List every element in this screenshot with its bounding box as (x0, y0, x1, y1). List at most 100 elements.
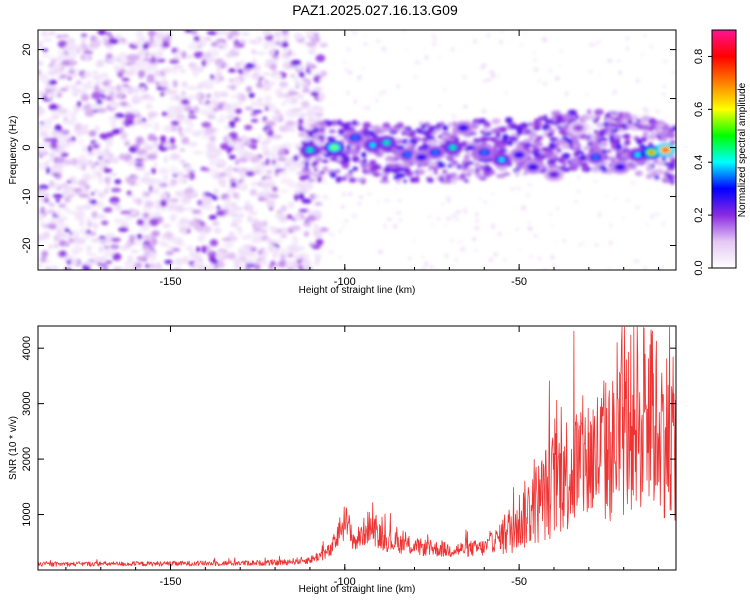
heatmap-cell (295, 82, 305, 87)
heatmap-cell (63, 116, 68, 122)
heatmap-cell (108, 38, 120, 45)
heatmap-cell (177, 117, 183, 124)
heatmap-cell (193, 218, 202, 223)
heatmap-cell (121, 83, 130, 88)
heatmap-cell (93, 84, 100, 93)
heatmap-cell (479, 65, 485, 70)
heatmap-cell (218, 172, 227, 177)
heatmap-cell (299, 40, 309, 45)
snr-frame (37, 325, 677, 571)
heatmap-cell (148, 256, 157, 262)
heatmap-cell (236, 166, 246, 171)
heatmap-cell (306, 210, 315, 215)
heatmap-cell (66, 73, 78, 78)
heatmap-cell (300, 186, 309, 194)
heatmap-cell (265, 157, 270, 166)
heatmap-cell (279, 253, 286, 261)
heatmap-cell (84, 110, 95, 117)
heatmap-cell (219, 91, 229, 98)
heatmap-feature (550, 172, 557, 177)
heatmap-cell (59, 74, 68, 79)
heatmap-cell (133, 143, 141, 148)
heatmap-cell (319, 124, 325, 130)
heatmap-cell (621, 112, 632, 119)
snr-xlabel: Height of straight line (km) (299, 584, 416, 595)
heatmap-cell (249, 188, 257, 196)
heatmap-cell (98, 176, 103, 185)
heatmap-cell (38, 234, 43, 242)
heatmap-cell (480, 141, 488, 147)
heatmap-cell (244, 266, 252, 270)
heatmap-cell (228, 154, 237, 160)
heatmap-cell (377, 249, 384, 255)
heatmap-cell (549, 68, 552, 72)
heatmap-cell (316, 155, 323, 162)
heatmap-cell (392, 224, 398, 229)
heatmap-cell (191, 209, 202, 214)
heatmap-cell (551, 152, 559, 159)
heatmap-cell (88, 130, 97, 137)
heatmap-feature (662, 148, 669, 152)
heatmap-feature (418, 155, 425, 160)
heatmap-cell (64, 228, 70, 233)
heatmap-cell (212, 220, 220, 226)
heatmap-cell (433, 129, 442, 133)
heatmap-cell (62, 234, 73, 239)
heatmap-cell (634, 137, 640, 142)
heatmap-cell (179, 159, 186, 164)
heatmap-cell (90, 199, 98, 205)
heatmap-cell (113, 218, 124, 224)
heatmap-cell (144, 200, 154, 208)
heatmap-cell (581, 163, 589, 171)
heatmap-cell (609, 223, 613, 228)
heatmap-cell (226, 85, 238, 89)
heatmap-cell (330, 232, 335, 237)
heatmap-cell (287, 201, 295, 210)
heatmap-cell (394, 187, 398, 191)
heatmap-cell (194, 224, 203, 232)
heatmap-cell (98, 159, 106, 167)
heatmap-cell (351, 120, 358, 126)
y-tick-label: 2000 (21, 447, 33, 471)
heatmap-cell (273, 31, 282, 37)
heatmap-cell (216, 158, 224, 165)
heatmap-cell (505, 117, 513, 124)
heatmap-cell (426, 176, 434, 181)
heatmap-cell (318, 251, 323, 256)
heatmap-cell (268, 40, 277, 47)
heatmap-cell (160, 41, 170, 49)
heatmap-feature (516, 152, 523, 157)
heatmap-cell (606, 121, 612, 126)
heatmap-cell (558, 128, 567, 135)
heatmap-cell (465, 161, 475, 165)
heatmap-cell (248, 92, 255, 99)
heatmap-cell (248, 245, 256, 250)
heatmap-cell (225, 31, 230, 36)
heatmap-cell (80, 33, 88, 38)
heatmap-cell (213, 90, 221, 99)
heatmap-cell (417, 61, 423, 66)
heatmap-cell (439, 176, 444, 182)
heatmap-cell (69, 210, 74, 215)
heatmap-cell (192, 70, 199, 77)
heatmap-cell (349, 147, 355, 153)
heatmap-cell (163, 231, 174, 239)
heatmap-cell (139, 60, 150, 69)
heatmap-cell (317, 104, 321, 110)
heatmap-cell (654, 212, 660, 216)
heatmap-cell (272, 186, 278, 192)
heatmap-cell (90, 192, 95, 196)
colorbar-tick-label: 0.4 (693, 155, 705, 170)
heatmap-cell (239, 60, 246, 66)
heatmap-cell (526, 193, 530, 198)
heatmap-cell (170, 198, 179, 203)
colorbar: 0.0 0.2 0.4 0.6 0.8 Normalized spectral ampl… (693, 29, 748, 276)
heatmap-cell (41, 142, 52, 149)
heatmap-cell (259, 168, 265, 177)
heatmap-cell (181, 136, 190, 145)
heatmap-cell (556, 125, 564, 129)
heatmap-cell (229, 146, 234, 152)
heatmap-cell (532, 120, 542, 128)
heatmap-cell (298, 72, 305, 78)
